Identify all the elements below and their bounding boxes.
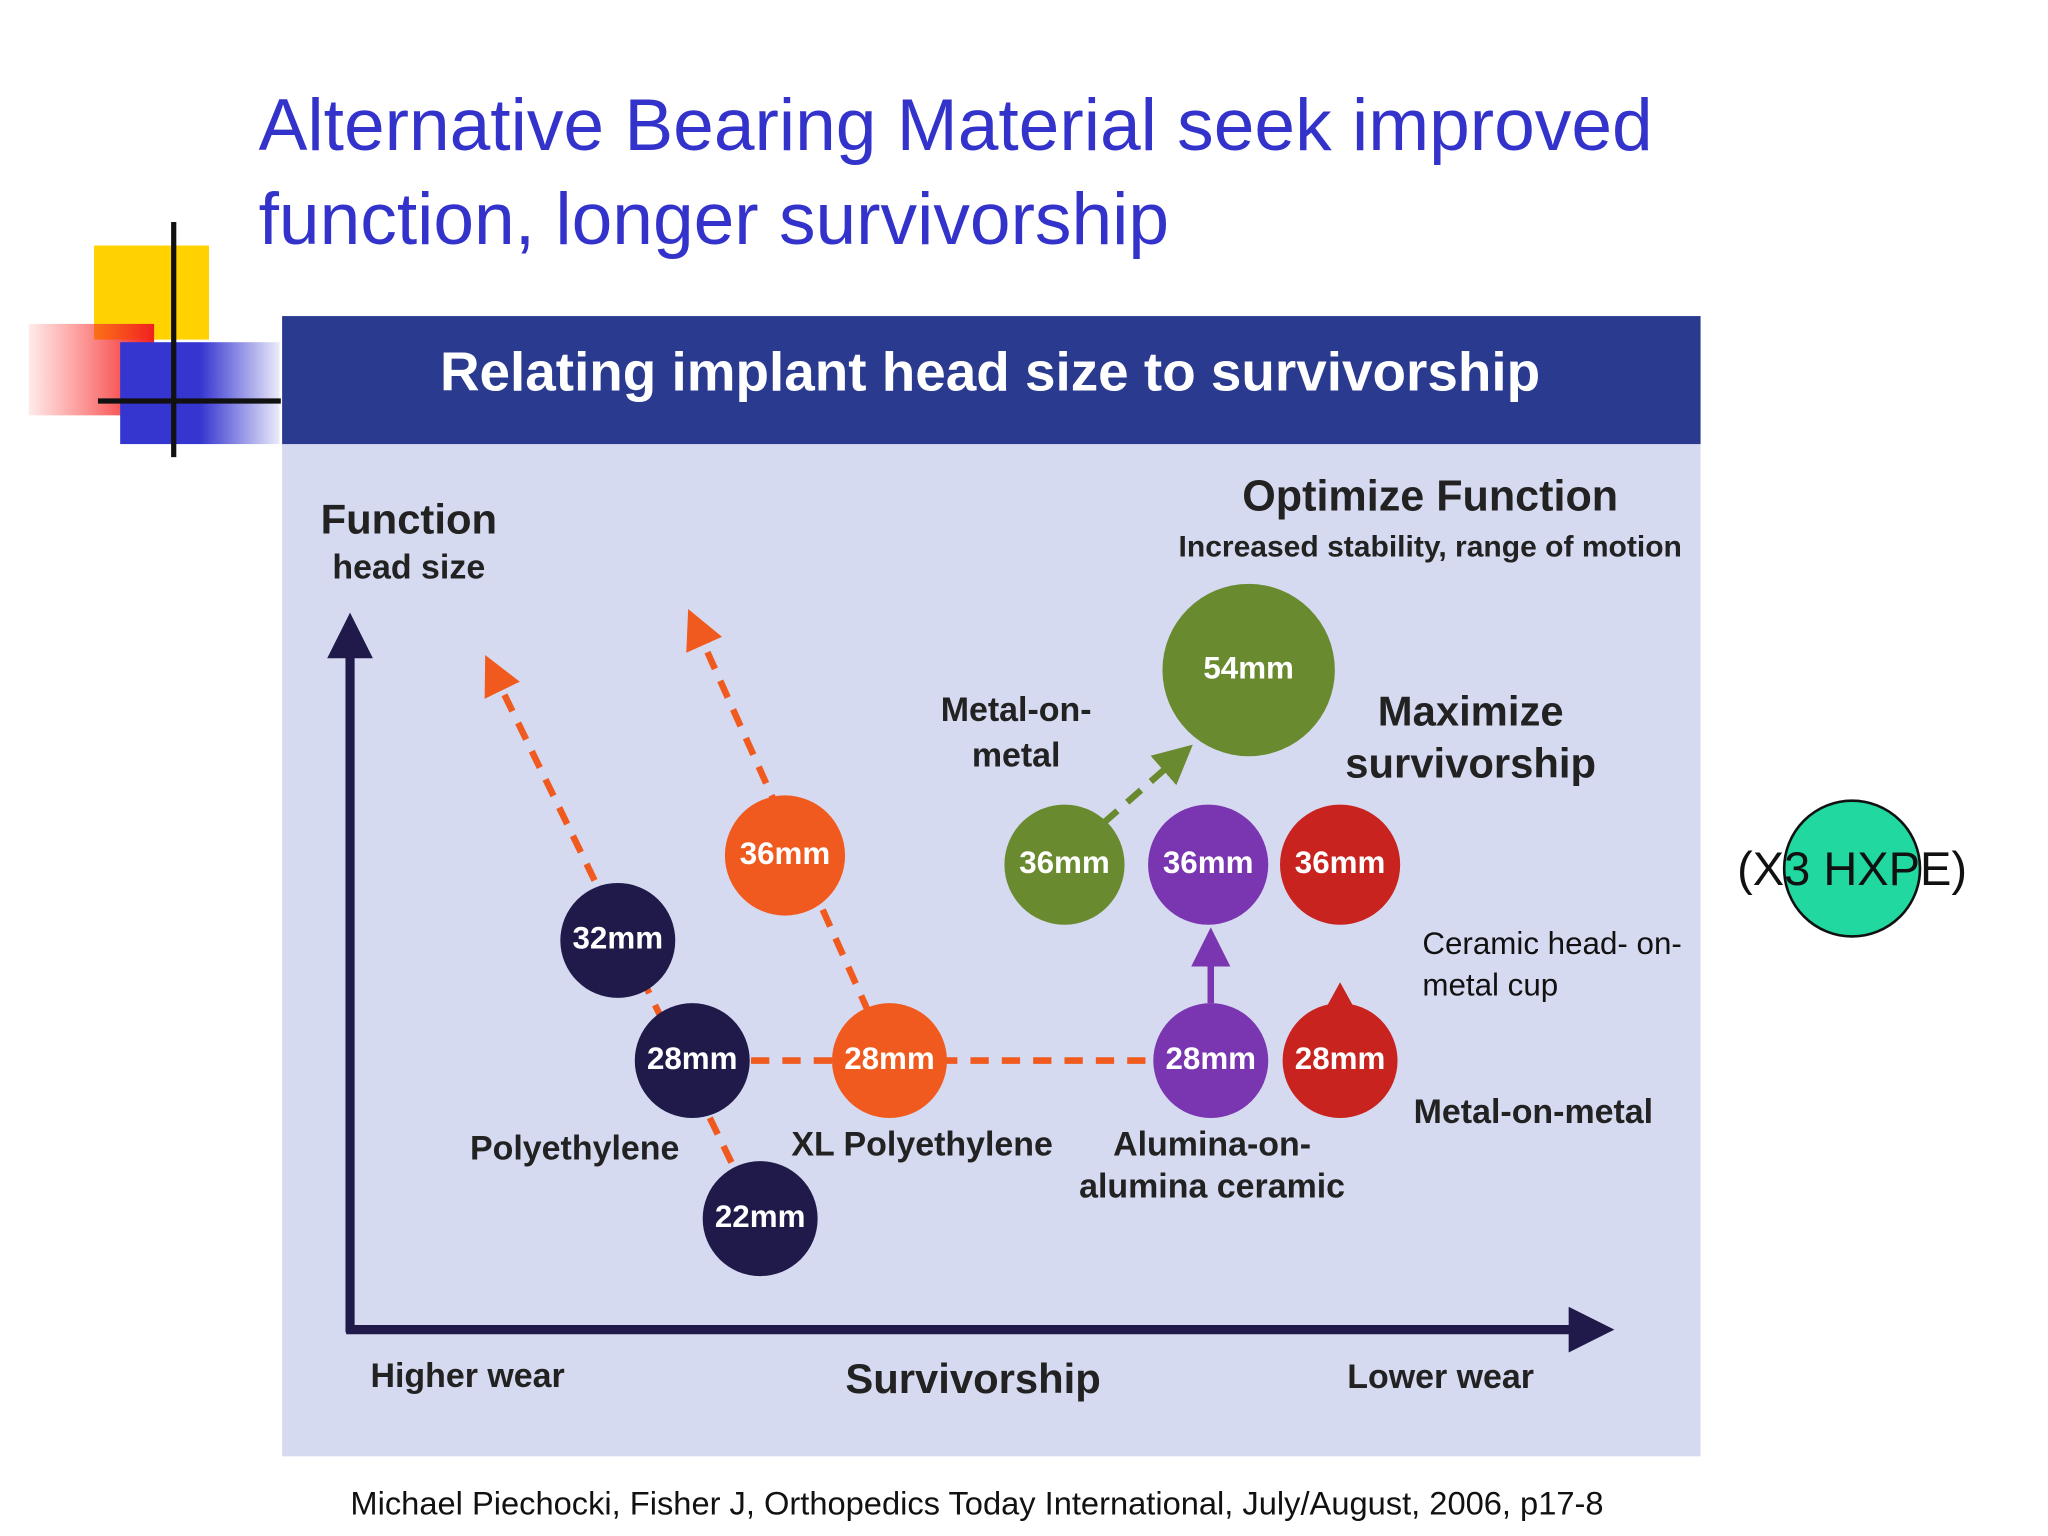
figure xyxy=(282,316,1701,1457)
nodes: 32mm 28mm 22mm 36mm 28mm 54mm 36mm 36mm … xyxy=(560,583,1401,1277)
node-circle xyxy=(634,1003,750,1119)
shape xyxy=(120,342,280,445)
connectors xyxy=(484,609,1355,1164)
node-label: 36mm xyxy=(1295,845,1386,880)
shape xyxy=(1101,744,1193,826)
citation: Michael Piechocki, Fisher J, Orthopedics… xyxy=(350,1485,1603,1522)
side-note: Ceramic head- on- xyxy=(1422,926,1681,961)
node-label: 28mm xyxy=(1165,1041,1256,1076)
node-circle xyxy=(1153,1003,1269,1119)
group-label: Alumina-on- xyxy=(1113,1126,1311,1164)
node-circle xyxy=(560,882,676,998)
node-label: 28mm xyxy=(844,1041,935,1076)
figure-title: Relating implant head size to survivorsh… xyxy=(440,341,1540,403)
node-label: 28mm xyxy=(647,1041,738,1076)
node-circle xyxy=(1004,804,1125,925)
node-circle xyxy=(1148,804,1269,925)
node-circle xyxy=(1162,583,1335,757)
node-circle xyxy=(724,795,846,916)
annotation: Maximize xyxy=(1378,687,1564,734)
group-label: Metal-on-metal xyxy=(1414,1093,1653,1131)
figure-header xyxy=(282,316,1701,445)
annotation: Increased stability, range of motion xyxy=(1179,531,1682,564)
node-label: 54mm xyxy=(1203,650,1294,685)
shape xyxy=(1325,982,1355,1009)
slide-title: Alternative Bearing Material seek improv… xyxy=(259,85,1653,166)
node-circle xyxy=(702,1161,818,1277)
axes xyxy=(327,612,1615,1353)
y-axis-label: Function xyxy=(321,495,497,542)
group-label: alumina ceramic xyxy=(1079,1168,1345,1206)
node-label: 36mm xyxy=(1163,845,1254,880)
shape xyxy=(686,609,872,1014)
node-label: 36mm xyxy=(1019,845,1110,880)
badge: (X3 HXPE) xyxy=(1737,842,1967,895)
slide-title: function, longer survivorship xyxy=(259,179,1169,260)
annotation: metal xyxy=(972,737,1061,775)
node-circle xyxy=(1280,804,1401,925)
annotation: survivorship xyxy=(1345,740,1596,787)
group-label: Polyethylene xyxy=(470,1130,679,1168)
decoration xyxy=(28,222,281,458)
shape xyxy=(484,655,735,1164)
node-label: 22mm xyxy=(715,1199,806,1234)
group-label: XL Polyethylene xyxy=(791,1126,1053,1164)
annotation: Optimize Function xyxy=(1242,472,1618,520)
node-label: 32mm xyxy=(573,921,664,956)
figure-labels: Function head size Higher wear Survivors… xyxy=(321,472,1682,1402)
node-label: 36mm xyxy=(740,836,831,871)
node-circle xyxy=(832,1003,947,1119)
annotation: Metal-on- xyxy=(941,691,1092,729)
x-axis-label: Survivorship xyxy=(845,1355,1100,1402)
badge-circle xyxy=(1782,799,1922,938)
x-axis-right: Lower wear xyxy=(1347,1358,1534,1396)
x-axis-left: Higher wear xyxy=(370,1357,564,1395)
node-circle xyxy=(1282,1003,1398,1119)
y-axis-sublabel: head size xyxy=(332,548,485,586)
side-note: metal cup xyxy=(1422,968,1558,1003)
node-label: 28mm xyxy=(1295,1041,1386,1076)
